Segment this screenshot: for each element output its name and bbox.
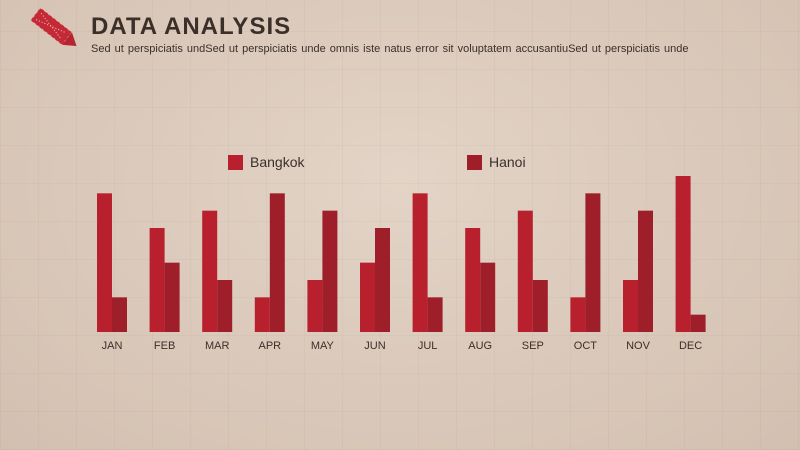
bar-jan-hanoi: [112, 297, 127, 332]
legend-swatch-hanoi: [467, 155, 482, 170]
bar-oct-bangkok: [570, 297, 586, 332]
bar-dec-hanoi: [690, 314, 706, 332]
x-tick-label: JUL: [418, 340, 438, 352]
bar-may-bangkok: [307, 280, 323, 332]
bar-aug-bangkok: [465, 228, 481, 332]
x-tick-label: FEB: [154, 340, 175, 352]
x-tick-label: MAY: [311, 340, 335, 352]
bar-mar-bangkok: [202, 210, 218, 332]
bar-feb-bangkok: [149, 228, 165, 332]
legend-label-bangkok: Bangkok: [250, 154, 305, 170]
bar-dec-bangkok: [675, 176, 691, 332]
x-tick-label: OCT: [574, 340, 598, 352]
bar-sep-hanoi: [532, 280, 548, 332]
page-subtitle: Sed ut perspiciatis undSed ut perspiciat…: [91, 43, 689, 55]
bar-sep-bangkok: [517, 210, 533, 332]
bar-jan-bangkok: [97, 193, 112, 332]
bar-apr-hanoi: [269, 193, 285, 332]
legend-swatch-bangkok: [228, 155, 243, 170]
x-tick-label: AUG: [468, 340, 492, 352]
bar-may-hanoi: [322, 210, 338, 332]
bar-nov-bangkok: [623, 280, 638, 332]
bar-jul-bangkok: [412, 193, 428, 332]
x-tick-label: NOV: [626, 340, 651, 352]
bar-feb-hanoi: [164, 262, 180, 332]
bar-mar-hanoi: [217, 280, 233, 332]
bar-oct-hanoi: [585, 193, 601, 332]
bar-jun-hanoi: [375, 228, 390, 332]
x-tick-label: JUN: [364, 340, 385, 352]
x-tick-label: JAN: [102, 340, 123, 352]
bar-jun-bangkok: [360, 262, 375, 332]
x-tick-label: APR: [258, 340, 281, 352]
bar-apr-bangkok: [254, 297, 270, 332]
x-tick-label: MAR: [205, 340, 230, 352]
bar-nov-hanoi: [638, 210, 653, 332]
pencil-icon: [29, 6, 77, 47]
x-tick-label: SEP: [522, 340, 544, 352]
bar-aug-hanoi: [480, 262, 496, 332]
legend-label-hanoi: Hanoi: [489, 154, 526, 170]
bar-jul-hanoi: [427, 297, 443, 332]
page-title: DATA ANALYSIS: [91, 13, 292, 40]
x-tick-label: DEC: [679, 340, 702, 352]
